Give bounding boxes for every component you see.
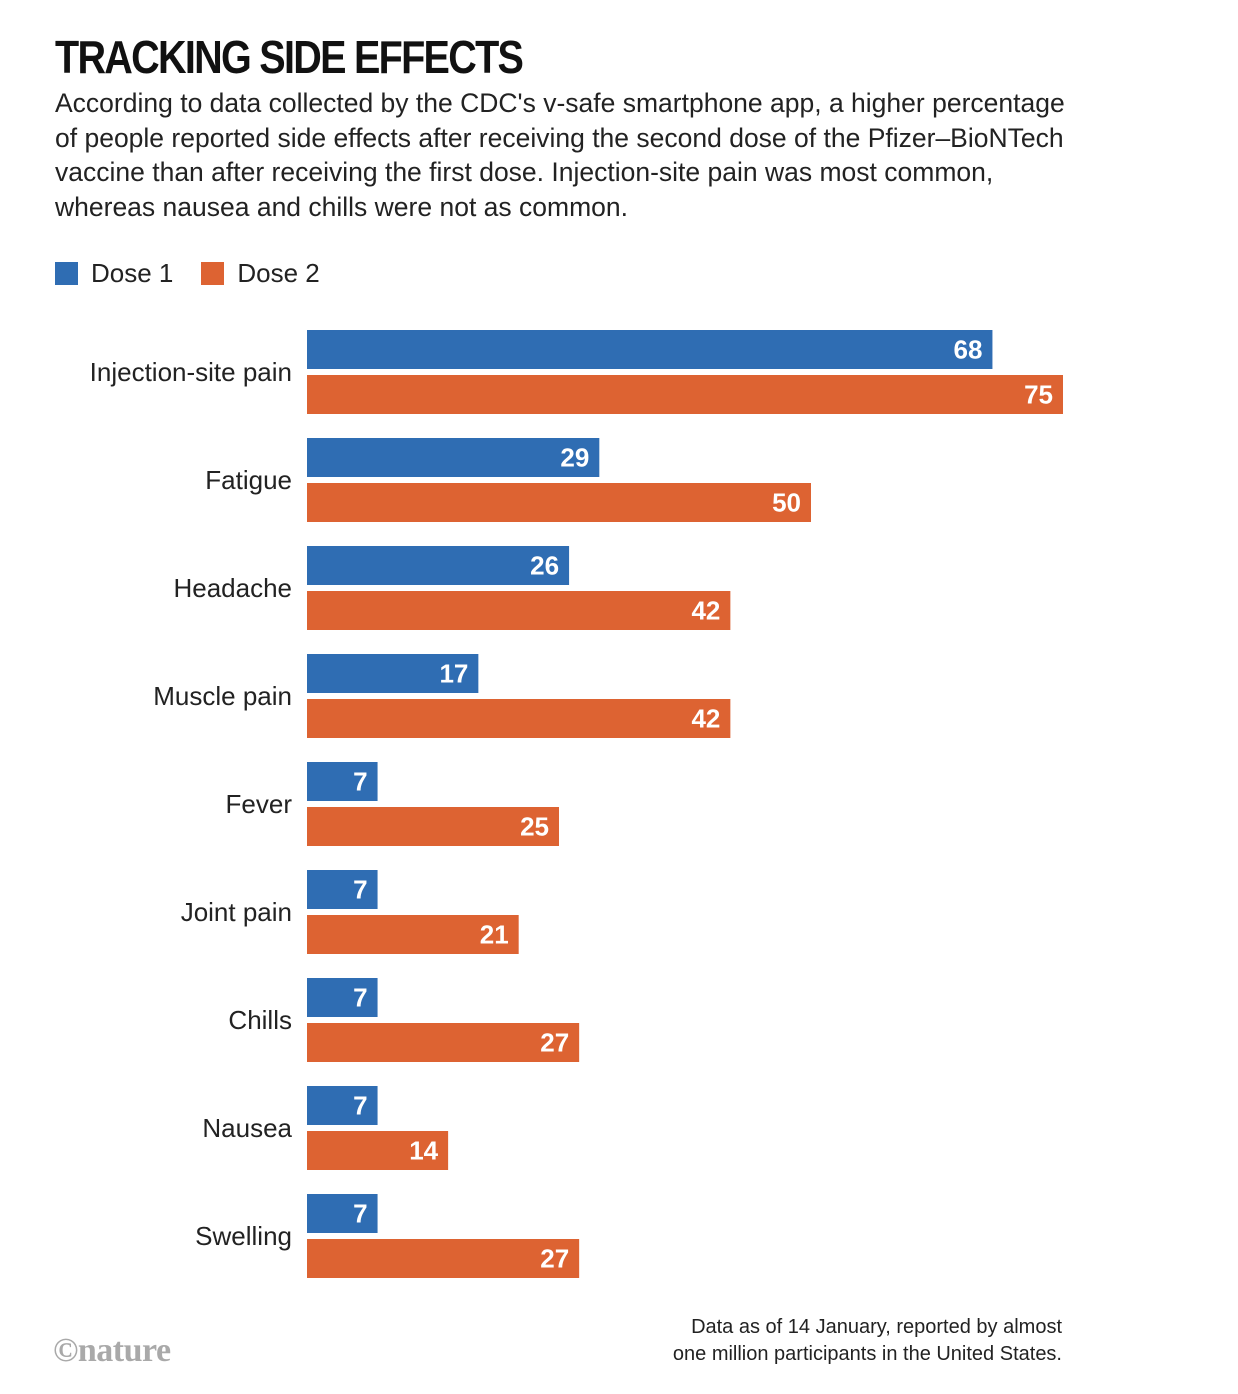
category-label-fever: Fever <box>226 789 293 819</box>
legend-swatch-dose-2 <box>201 261 225 285</box>
category-label-joint-pain: Joint pain <box>181 897 292 927</box>
value-label-headache-dose-2: 42 <box>691 596 720 626</box>
value-label-muscle-pain-dose-2: 42 <box>691 704 720 734</box>
legend-label-dose-1: Dose 1 <box>91 257 174 288</box>
category-label-fatigue: Fatigue <box>205 465 292 495</box>
source-note-line-1: Data as of 14 January, reported by almos… <box>691 1316 1062 1338</box>
bar-swelling-dose-1 <box>307 1194 378 1233</box>
value-label-chills-dose-2: 27 <box>540 1028 569 1058</box>
chart-title: TRACKING SIDE EFFECTS <box>55 31 524 83</box>
bar-joint-pain-dose-2 <box>307 915 519 954</box>
value-label-joint-pain-dose-1: 7 <box>353 875 367 905</box>
source-note-line-2: one million participants in the United S… <box>672 1343 1062 1365</box>
value-label-headache-dose-1: 26 <box>530 551 559 581</box>
bar-muscle-pain-dose-2 <box>307 699 731 738</box>
nature-logo: ©nature <box>53 1332 171 1369</box>
value-label-swelling-dose-1: 7 <box>353 1199 367 1229</box>
chart-subtitle: According to data collected by the CDC's… <box>55 88 1065 222</box>
legend: Dose 1 Dose 2 <box>55 256 348 290</box>
category-label-chills: Chills <box>228 1005 292 1035</box>
bar-chills-dose-2 <box>307 1023 580 1062</box>
bar-swelling-dose-2 <box>307 1239 580 1278</box>
value-label-nausea-dose-1: 7 <box>353 1091 367 1121</box>
bar-chills-dose-1 <box>307 978 378 1017</box>
category-label-injection-site-pain: Injection-site pain <box>90 357 292 387</box>
category-label-nausea: Nausea <box>202 1113 292 1143</box>
bar-fatigue-dose-1 <box>307 438 600 477</box>
value-label-swelling-dose-2: 27 <box>540 1244 569 1274</box>
legend-label-dose-2: Dose 2 <box>237 257 320 288</box>
bar-fever-dose-1 <box>307 762 378 801</box>
value-label-fatigue-dose-2: 50 <box>772 488 801 518</box>
category-label-swelling: Swelling <box>195 1221 292 1251</box>
bar-muscle-pain-dose-1 <box>307 654 479 693</box>
legend-item-dose-2: Dose 2 <box>201 257 320 289</box>
value-label-injection-site-pain-dose-1: 68 <box>954 335 983 365</box>
value-label-fever-dose-2: 25 <box>520 812 549 842</box>
category-label-muscle-pain: Muscle pain <box>153 681 292 711</box>
source-note: Data as of 14 January, reported by almos… <box>673 1314 1062 1368</box>
bar-injection-site-pain-dose-1 <box>307 330 993 369</box>
bar-fever-dose-2 <box>307 807 559 846</box>
value-label-fever-dose-1: 7 <box>353 767 367 797</box>
value-label-joint-pain-dose-2: 21 <box>480 920 509 950</box>
bar-fatigue-dose-2 <box>307 483 811 522</box>
legend-item-dose-1: Dose 1 <box>55 258 173 289</box>
legend-swatch-dose-1 <box>55 261 78 285</box>
bar-joint-pain-dose-1 <box>307 870 378 909</box>
bar-nausea-dose-1 <box>307 1086 378 1125</box>
value-label-chills-dose-1: 7 <box>353 983 367 1013</box>
bar-nausea-dose-2 <box>307 1131 449 1170</box>
value-label-fatigue-dose-1: 29 <box>560 443 589 473</box>
bar-headache-dose-2 <box>307 591 731 630</box>
category-label-headache: Headache <box>173 573 292 603</box>
bar-injection-site-pain-dose-2 <box>307 375 1063 414</box>
value-label-muscle-pain-dose-1: 17 <box>439 659 468 689</box>
bar-headache-dose-1 <box>307 546 570 585</box>
value-label-injection-site-pain-dose-2: 75 <box>1024 380 1053 410</box>
value-label-nausea-dose-2: 14 <box>409 1136 438 1166</box>
